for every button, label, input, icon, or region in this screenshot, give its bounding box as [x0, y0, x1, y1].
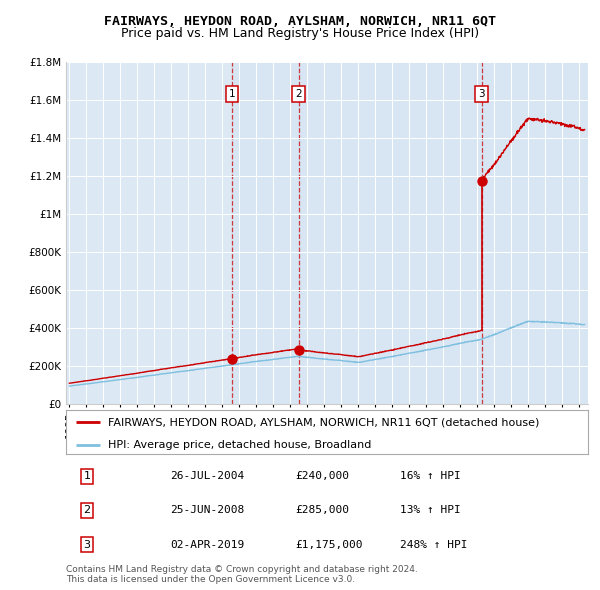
Text: 26-JUL-2004: 26-JUL-2004	[170, 471, 245, 481]
Text: FAIRWAYS, HEYDON ROAD, AYLSHAM, NORWICH, NR11 6QT: FAIRWAYS, HEYDON ROAD, AYLSHAM, NORWICH,…	[104, 15, 496, 28]
Text: 1: 1	[229, 89, 235, 99]
Text: 16% ↑ HPI: 16% ↑ HPI	[400, 471, 461, 481]
Text: £285,000: £285,000	[296, 506, 350, 515]
Text: 25-JUN-2008: 25-JUN-2008	[170, 506, 245, 515]
Bar	[232, 62, 299, 404]
Text: HPI: Average price, detached house, Broadland: HPI: Average price, detached house, Broa…	[108, 440, 371, 450]
Text: 1: 1	[83, 471, 91, 481]
Text: £1,175,000: £1,175,000	[296, 540, 363, 549]
Text: 13% ↑ HPI: 13% ↑ HPI	[400, 506, 461, 515]
Text: Price paid vs. HM Land Registry's House Price Index (HPI): Price paid vs. HM Land Registry's House …	[121, 27, 479, 40]
Text: 2: 2	[295, 89, 302, 99]
Text: 248% ↑ HPI: 248% ↑ HPI	[400, 540, 467, 549]
Text: 3: 3	[83, 540, 91, 549]
Text: Contains HM Land Registry data © Crown copyright and database right 2024.
This d: Contains HM Land Registry data © Crown c…	[66, 565, 418, 584]
Text: FAIRWAYS, HEYDON ROAD, AYLSHAM, NORWICH, NR11 6QT (detached house): FAIRWAYS, HEYDON ROAD, AYLSHAM, NORWICH,…	[108, 418, 539, 427]
Text: £240,000: £240,000	[296, 471, 350, 481]
Bar	[482, 62, 588, 404]
Text: 02-APR-2019: 02-APR-2019	[170, 540, 245, 549]
Text: 2: 2	[83, 506, 91, 515]
Text: 3: 3	[478, 89, 485, 99]
Bar	[299, 62, 482, 404]
